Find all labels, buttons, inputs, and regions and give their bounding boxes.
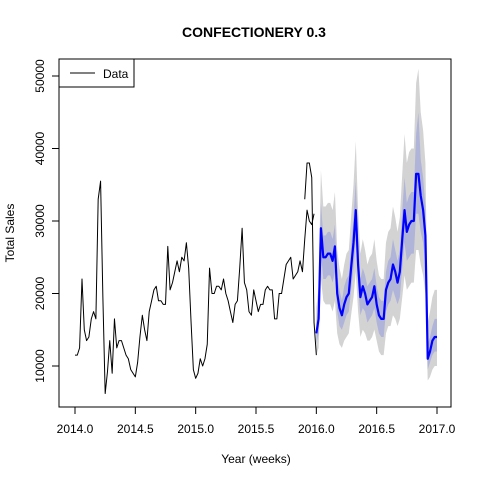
y-tick-label: 20000 (33, 276, 47, 310)
x-tick-label: 2016.5 (358, 422, 395, 436)
legend: Data (58, 58, 135, 88)
series-data-line (75, 180, 315, 395)
legend-data-label: Data (103, 67, 129, 81)
x-axis: 2014.0 2014.5 2015.0 2015.5 2016.0 2016.5 2017… (57, 406, 456, 436)
band-inner (316, 112, 437, 370)
series-forecast-line (315, 172, 437, 360)
x-tick-label: 2015.0 (177, 422, 214, 436)
y-tick-label: 30000 (33, 204, 47, 238)
x-tick-label: 2014.5 (117, 422, 154, 436)
x-axis-label: Year (weeks) (221, 452, 291, 466)
y-axis-label: Total Sales (3, 204, 17, 263)
x-tick-label: 2017.0 (419, 422, 456, 436)
y-tick-label: 40000 (33, 131, 47, 165)
chart-title: CONFECTIONERY 0.3 (182, 24, 326, 40)
x-tick-label: 2014.0 (57, 422, 94, 436)
y-tick-label: 10000 (33, 349, 47, 383)
y-axis: 10000 20000 30000 40000 50000 (33, 59, 60, 383)
series-recent-line (304, 162, 317, 356)
legend-box (58, 58, 135, 88)
x-tick-label: 2016.0 (298, 422, 335, 436)
series-lines (75, 162, 437, 395)
confidence-bands (316, 68, 437, 381)
x-tick-label: 2015.5 (238, 422, 275, 436)
y-tick-label: 50000 (33, 59, 47, 93)
